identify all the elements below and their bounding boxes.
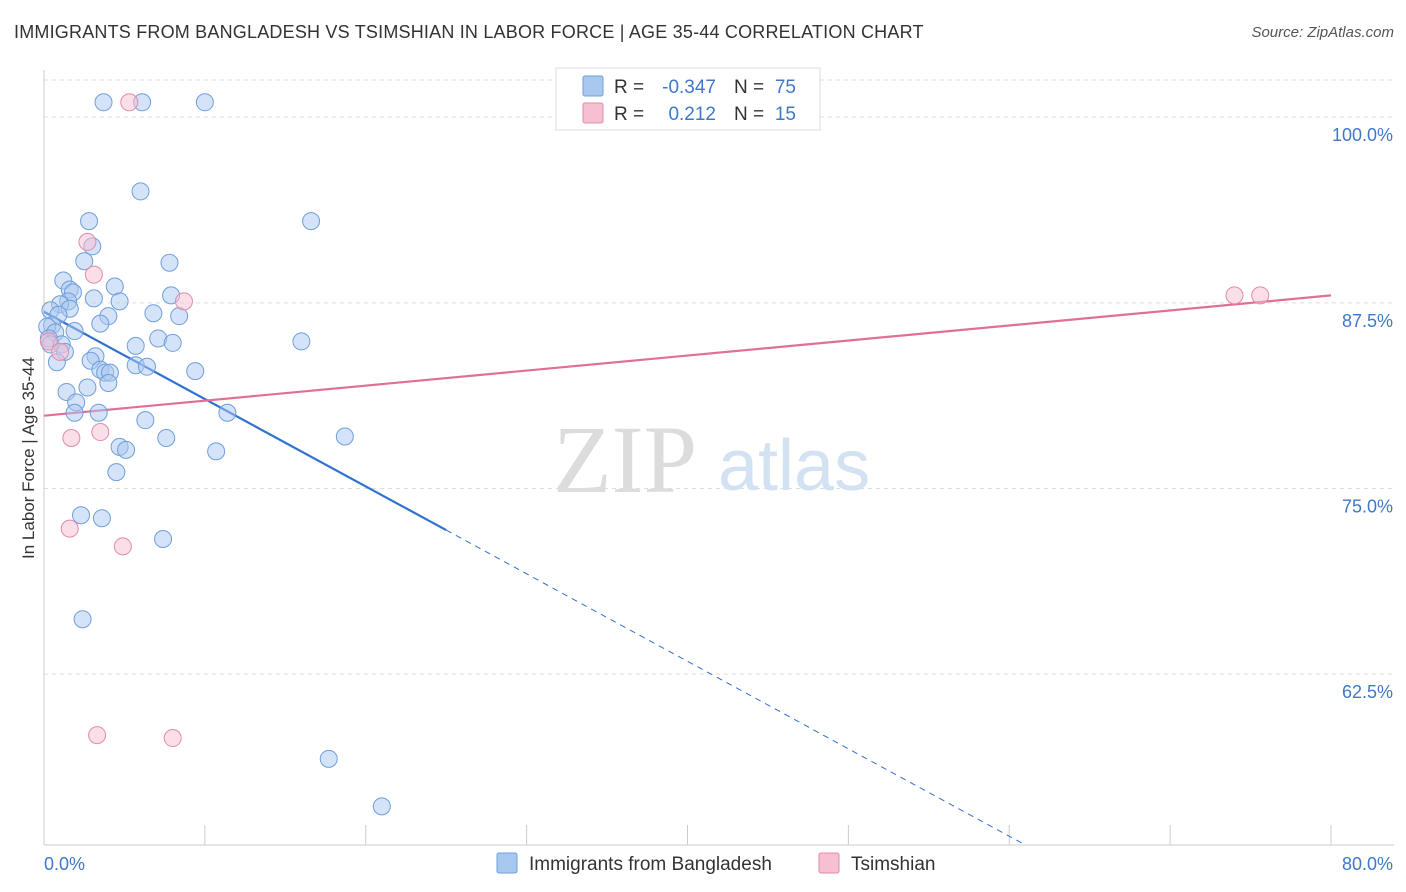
point-tsimshian [62, 428, 81, 447]
point-bangladesh [72, 506, 91, 525]
chart-title: IMMIGRANTS FROM BANGLADESH VS TSIMSHIAN … [14, 22, 924, 42]
legend-r-label: R = [614, 77, 644, 98]
point-bangladesh [218, 403, 237, 422]
legend-swatch-tsimshian [818, 852, 840, 874]
point-bangladesh [65, 403, 84, 422]
point-bangladesh [107, 463, 126, 482]
y-tick-label: 62.5% [1342, 682, 1393, 702]
point-bangladesh [195, 93, 214, 112]
x-tick-label: 80.0% [1342, 854, 1393, 874]
point-tsimshian [60, 519, 79, 538]
x-tick-label: 0.0% [44, 854, 85, 874]
point-bangladesh [89, 403, 108, 422]
watermark-zip: ZIP [553, 406, 697, 513]
point-tsimshian [120, 93, 139, 112]
legend-swatch-bangladesh [496, 852, 518, 874]
point-bangladesh [186, 362, 205, 381]
point-tsimshian [174, 292, 193, 311]
point-tsimshian [91, 423, 110, 442]
point-bangladesh [92, 509, 111, 528]
y-tick-labels: 100.0% 87.5% 75.0% 62.5% [1332, 125, 1393, 702]
point-bangladesh [136, 411, 155, 430]
watermark-atlas: atlas [718, 426, 870, 506]
trend-line-tsimshian [43, 294, 1332, 417]
legend-n-label: N = [734, 77, 764, 98]
point-bangladesh [154, 530, 173, 548]
point-bangladesh [75, 252, 94, 271]
source-label: Source: ZipAtlas.com [1251, 24, 1394, 41]
point-bangladesh [126, 336, 145, 355]
point-tsimshian [84, 265, 103, 284]
y-tick-label: 75.0% [1342, 496, 1393, 516]
point-tsimshian [78, 232, 97, 251]
axes [43, 70, 1394, 846]
point-bangladesh [319, 749, 338, 768]
point-tsimshian [51, 342, 70, 361]
point-bangladesh [91, 314, 110, 333]
point-bangladesh [94, 93, 113, 112]
watermark: ZIP atlas [553, 406, 870, 513]
point-bangladesh [110, 292, 129, 311]
trend-line-bangladesh [43, 310, 447, 532]
point-bangladesh [73, 610, 92, 629]
y-tick-label: 87.5% [1342, 311, 1393, 331]
series-legend: Immigrants from Bangladesh Tsimshian [496, 852, 935, 875]
point-bangladesh [117, 440, 136, 459]
legend-n-value: 15 [775, 104, 796, 125]
point-tsimshian [113, 537, 132, 556]
point-bangladesh [65, 322, 84, 341]
point-bangladesh [137, 357, 156, 376]
point-bangladesh [78, 378, 97, 397]
point-bangladesh [372, 797, 391, 816]
x-tick-labels: 0.0% 80.0% [44, 854, 1393, 874]
point-bangladesh [163, 333, 182, 352]
legend-r-label: R = [614, 104, 644, 125]
y-tick-label: 100.0% [1332, 125, 1393, 145]
trend-lines [43, 294, 1332, 846]
point-tsimshian [1225, 286, 1244, 305]
point-tsimshian [88, 726, 107, 745]
legend-r-value: -0.347 [662, 77, 716, 98]
trend-line-bangladesh-extension [445, 529, 1026, 846]
point-bangladesh [302, 212, 321, 231]
point-bangladesh [99, 374, 118, 393]
point-bangladesh [160, 253, 179, 272]
legend-label-bangladesh: Immigrants from Bangladesh [529, 854, 772, 875]
point-bangladesh [207, 442, 226, 461]
point-bangladesh [157, 428, 176, 447]
legend-swatch-pink [582, 102, 604, 124]
point-bangladesh [144, 304, 163, 323]
point-bangladesh [80, 212, 99, 231]
data-points [38, 93, 1270, 816]
point-bangladesh [292, 332, 311, 351]
correlation-legend: R = -0.347 N = 75 R = 0.212 N = 15 [555, 67, 821, 131]
point-tsimshian [1251, 286, 1270, 305]
legend-n-value: 75 [775, 77, 796, 98]
legend-n-label: N = [734, 104, 764, 125]
legend-r-value: 0.212 [668, 104, 716, 125]
grid-lines [44, 79, 1394, 675]
y-axis-label: In Labor Force | Age 35-44 [19, 357, 38, 559]
legend-label-tsimshian: Tsimshian [851, 854, 935, 875]
legend-swatch-blue [582, 75, 604, 97]
point-bangladesh [131, 182, 150, 201]
point-bangladesh [335, 427, 354, 446]
point-tsimshian [163, 729, 182, 748]
point-tsimshian [39, 332, 58, 351]
point-bangladesh [84, 289, 103, 308]
